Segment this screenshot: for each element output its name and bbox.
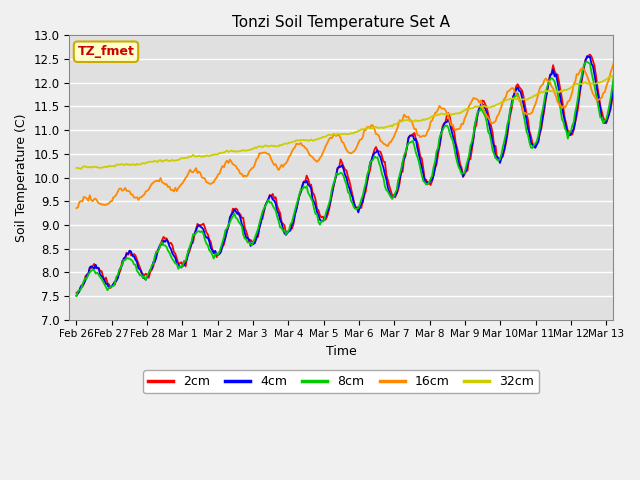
Legend: 2cm, 4cm, 8cm, 16cm, 32cm: 2cm, 4cm, 8cm, 16cm, 32cm	[143, 370, 540, 393]
2cm	[638, 107, 640, 113]
16cm	[476, 100, 483, 106]
32cm	[477, 104, 484, 109]
32cm	[365, 125, 372, 131]
Y-axis label: Soil Temperature (C): Soil Temperature (C)	[15, 113, 28, 242]
32cm	[111, 164, 118, 169]
2cm	[111, 282, 118, 288]
8cm	[364, 172, 371, 178]
2cm	[636, 109, 640, 115]
4cm	[109, 281, 117, 287]
32cm	[93, 165, 101, 170]
32cm	[635, 70, 640, 76]
Line: 2cm: 2cm	[76, 34, 640, 293]
2cm	[74, 290, 82, 296]
X-axis label: Time: Time	[326, 345, 356, 358]
2cm	[72, 290, 80, 296]
8cm	[109, 283, 117, 289]
2cm	[93, 265, 101, 271]
4cm	[92, 262, 99, 268]
2cm	[365, 172, 372, 178]
32cm	[638, 68, 640, 74]
16cm	[92, 196, 99, 202]
4cm	[638, 103, 640, 109]
4cm	[72, 293, 80, 299]
16cm	[635, 84, 640, 90]
4cm	[559, 112, 567, 118]
8cm	[619, 42, 627, 48]
Line: 16cm: 16cm	[76, 60, 640, 208]
16cm	[364, 124, 371, 130]
32cm	[72, 165, 80, 171]
Text: TZ_fmet: TZ_fmet	[77, 45, 134, 58]
Line: 8cm: 8cm	[76, 45, 640, 296]
8cm	[559, 119, 567, 125]
8cm	[635, 107, 640, 113]
4cm	[476, 105, 483, 111]
Line: 32cm: 32cm	[76, 71, 640, 169]
4cm	[620, 33, 628, 38]
Title: Tonzi Soil Temperature Set A: Tonzi Soil Temperature Set A	[232, 15, 451, 30]
8cm	[92, 271, 99, 276]
4cm	[364, 178, 371, 183]
16cm	[638, 77, 640, 83]
8cm	[476, 108, 483, 114]
16cm	[109, 194, 117, 200]
16cm	[72, 205, 80, 211]
2cm	[477, 103, 484, 108]
2cm	[561, 116, 569, 122]
16cm	[559, 103, 567, 109]
4cm	[635, 106, 640, 111]
8cm	[72, 293, 80, 299]
Line: 4cm: 4cm	[76, 36, 640, 296]
32cm	[561, 87, 569, 93]
2cm	[621, 31, 629, 37]
32cm	[77, 166, 84, 172]
16cm	[614, 57, 622, 62]
8cm	[638, 105, 640, 111]
